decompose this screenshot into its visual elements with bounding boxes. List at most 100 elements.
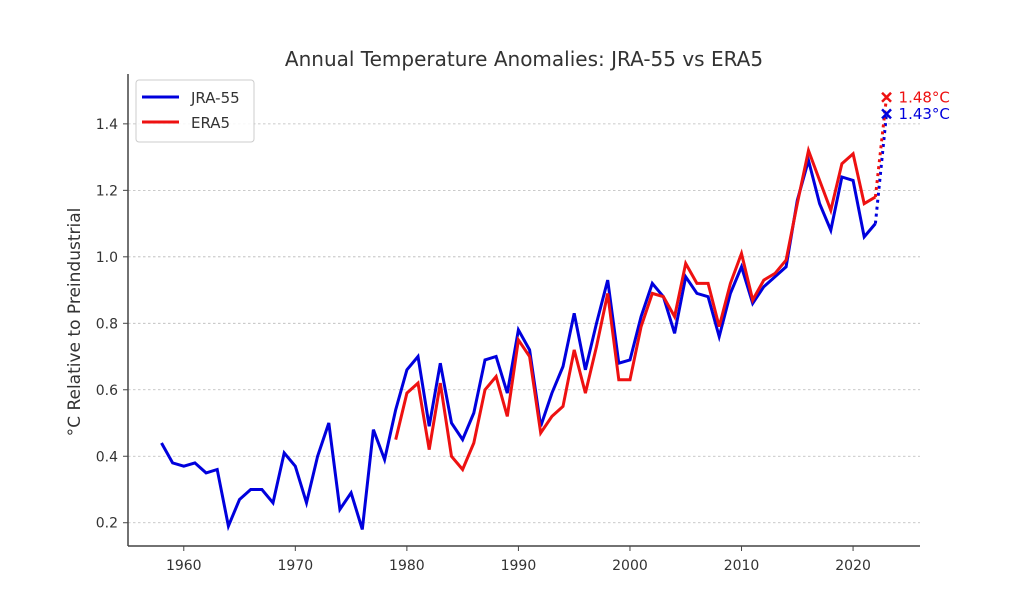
data-point-jra55 (428, 425, 431, 428)
marker-stroke (881, 91, 892, 103)
legend-label-era5: ERA5 (191, 114, 230, 132)
data-point-era5 (863, 202, 866, 205)
data-point-jra55 (193, 461, 196, 464)
data-point-jra55 (718, 335, 721, 338)
data-point-jra55 (327, 422, 330, 425)
data-point-jra55 (227, 525, 230, 528)
data-point-era5 (461, 468, 464, 471)
data-point-jra55 (762, 285, 765, 288)
y-axis-title: °C Relative to Preindustrial (65, 208, 85, 437)
grid-layer (128, 123, 920, 524)
data-point-era5 (695, 282, 698, 285)
series-layer (160, 97, 888, 532)
data-point-jra55 (506, 392, 509, 395)
data-point-jra55 (205, 471, 208, 474)
data-point-jra55 (584, 368, 587, 371)
y-tick-label: 1.2 (96, 183, 118, 199)
data-point-jra55 (338, 508, 341, 511)
data-point-jra55 (439, 362, 442, 365)
x-tick-label: 1990 (501, 558, 537, 574)
data-point-jra55 (160, 441, 163, 444)
y-tick-label: 0.4 (96, 449, 118, 465)
data-point-jra55 (852, 179, 855, 182)
data-point-jra55 (550, 392, 553, 395)
x-tick-label: 1970 (278, 558, 314, 574)
data-point-jra55 (628, 358, 631, 361)
data-point-era5 (785, 259, 788, 262)
data-point-jra55 (294, 465, 297, 468)
data-point-jra55 (707, 295, 710, 298)
data-point-era5 (550, 415, 553, 418)
data-point-era5 (405, 392, 408, 395)
legend: JRA-55 ERA5 (135, 79, 255, 143)
data-point-jra55 (316, 455, 319, 458)
data-point-era5 (472, 441, 475, 444)
data-point-era5 (818, 179, 821, 182)
annotation-label-era5: 1.48°C (899, 88, 950, 106)
projection-line-era5 (873, 97, 888, 198)
data-point-jra55 (785, 265, 788, 268)
data-point-era5 (573, 348, 576, 351)
legend-label-jra55: JRA-55 (190, 89, 240, 107)
annotation-label-jra55: 1.43°C (899, 105, 950, 123)
data-point-era5 (628, 378, 631, 381)
data-point-era5 (662, 295, 665, 298)
data-point-era5 (495, 375, 498, 378)
data-point-era5 (539, 431, 542, 434)
data-point-jra55 (595, 322, 598, 325)
data-point-jra55 (528, 348, 531, 351)
data-point-jra55 (249, 488, 252, 491)
projection-line-jra55 (873, 113, 888, 224)
data-point-jra55 (684, 275, 687, 278)
data-point-jra55 (483, 358, 486, 361)
data-point-era5 (684, 262, 687, 265)
data-point-jra55 (517, 328, 520, 331)
annotation-layer: 1.43°C1.48°C (881, 88, 950, 123)
y-tick-label: 0.6 (96, 383, 118, 399)
data-point-jra55 (740, 265, 743, 268)
y-tick-label: 0.8 (96, 316, 118, 332)
data-point-era5 (483, 388, 486, 391)
x-tick-label: 2000 (612, 558, 648, 574)
data-point-jra55 (383, 458, 386, 461)
data-point-jra55 (350, 491, 353, 494)
data-point-era5 (651, 292, 654, 295)
series-line-era5 (394, 145, 877, 473)
data-point-jra55 (272, 501, 275, 504)
chart-title: Annual Temperature Anomalies: JRA-55 vs … (285, 47, 763, 71)
data-point-jra55 (182, 465, 185, 468)
x-tick-label: 1980 (389, 558, 425, 574)
data-point-era5 (729, 282, 732, 285)
data-point-jra55 (695, 292, 698, 295)
data-point-jra55 (573, 312, 576, 315)
marker-x-era5 (881, 91, 892, 103)
data-point-era5 (584, 392, 587, 395)
data-point-jra55 (461, 438, 464, 441)
data-point-jra55 (260, 488, 263, 491)
data-point-era5 (417, 382, 420, 385)
data-point-jra55 (606, 279, 609, 282)
data-point-jra55 (818, 202, 821, 205)
data-point-era5 (807, 149, 810, 152)
data-point-jra55 (673, 332, 676, 335)
ticks-layer: 0.2 0.4 0.6 0.8 1.0 1.2 1.4 1960 1970 1980 1990 200… (96, 117, 871, 574)
data-point-era5 (517, 338, 520, 341)
data-point-era5 (773, 272, 776, 275)
data-point-jra55 (840, 176, 843, 179)
y-tick-label: 1.0 (96, 250, 118, 266)
data-point-era5 (595, 345, 598, 348)
series-line-jra55 (160, 154, 877, 532)
data-point-era5 (707, 282, 710, 285)
data-point-era5 (428, 448, 431, 451)
data-point-era5 (606, 292, 609, 295)
data-point-era5 (562, 405, 565, 408)
data-point-era5 (796, 202, 799, 205)
data-point-jra55 (305, 501, 308, 504)
data-point-jra55 (238, 498, 241, 501)
data-point-jra55 (450, 422, 453, 425)
data-point-era5 (528, 355, 531, 358)
axes-layer (127, 74, 920, 547)
data-point-era5 (852, 152, 855, 155)
